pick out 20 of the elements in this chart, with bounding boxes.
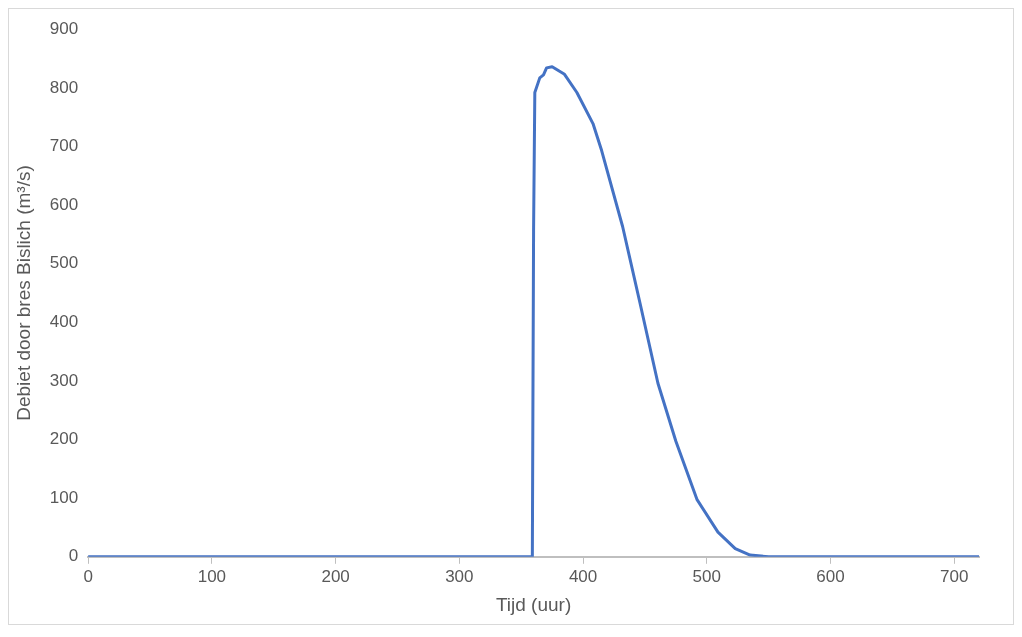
y-tick-label: 300 [49, 370, 79, 390]
y-tick-label: 0 [68, 546, 79, 566]
y-tick-label: 700 [49, 136, 79, 156]
y-tick-label: 500 [49, 253, 79, 273]
y-tick-label: 200 [49, 429, 79, 449]
x-tick-label: 600 [816, 566, 845, 586]
y-axis-title: Debiet door bres Bislich (m³/s) [12, 165, 34, 421]
x-tick-label: 700 [940, 566, 969, 586]
x-axis-title: Tijd (uur) [495, 593, 572, 615]
x-tick-label: 100 [197, 566, 227, 586]
x-tick-label: 200 [321, 566, 350, 586]
y-tick-label: 100 [49, 487, 79, 507]
y-tick-label: 400 [49, 312, 79, 331]
x-tick-label: 300 [445, 566, 474, 586]
y-tick-label: 900 [49, 18, 79, 38]
y-tick-label: 800 [49, 77, 79, 97]
y-tick-label: 600 [49, 194, 79, 214]
x-tick-label: 0 [83, 566, 93, 586]
x-tick-label: 500 [692, 566, 721, 586]
x-tick-label: 400 [568, 566, 598, 586]
